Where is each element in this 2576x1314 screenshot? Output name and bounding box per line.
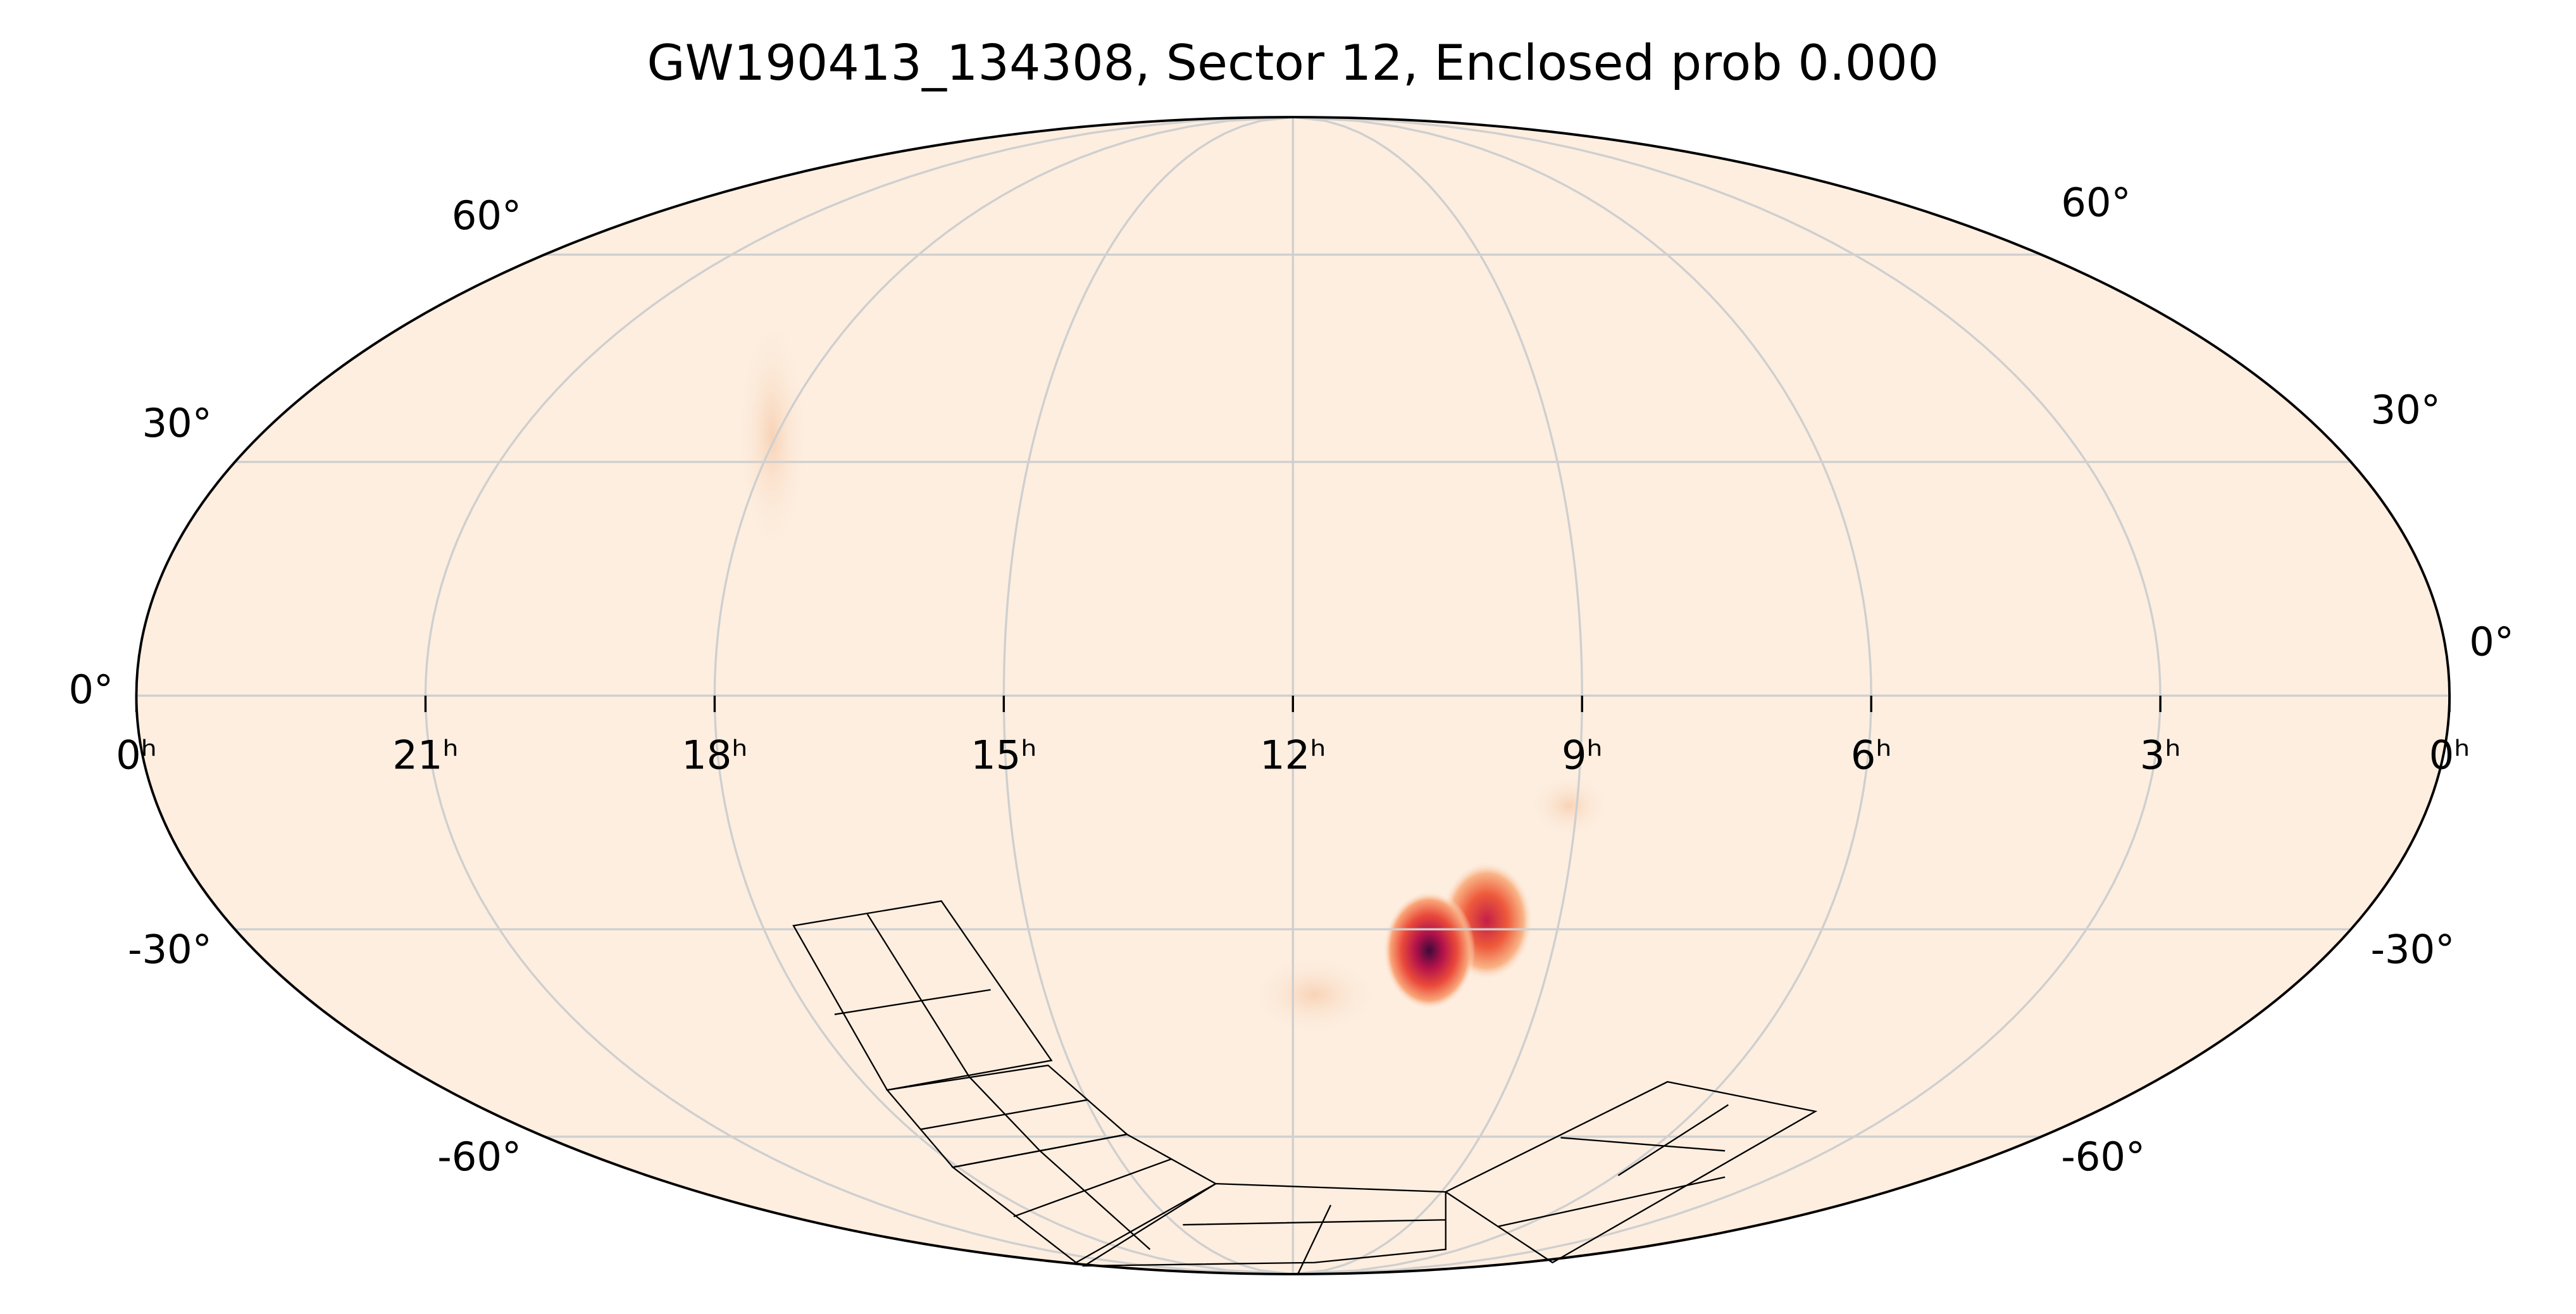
faint-region: [1528, 773, 1610, 839]
x-tick-label: 18ʰ: [681, 732, 747, 779]
faint-region: [1248, 953, 1380, 1036]
y-tick-label: 60°: [2061, 179, 2131, 225]
x-tick-label: 3ʰ: [2140, 732, 2181, 779]
x-tick-label: 0ʰ: [116, 732, 157, 779]
y-tick-label: 30°: [142, 400, 212, 446]
x-tick-label: 15ʰ: [971, 732, 1036, 779]
y-tick-label: 30°: [2370, 387, 2440, 433]
y-tick-label: -60°: [437, 1134, 521, 1180]
probability-map: [736, 313, 1610, 1036]
camera-footprint: [1444, 1080, 1818, 1264]
camera-footprint: [792, 900, 1053, 1091]
y-tick-label: -30°: [128, 927, 212, 973]
x-tick-label: 6ʰ: [1851, 732, 1892, 779]
chart-title: GW190413_134308, Sector 12, Enclosed pro…: [647, 35, 1939, 92]
sector-footprint: [792, 900, 1818, 1275]
y-tick-label: -60°: [2061, 1134, 2145, 1180]
y-tick-label: 60°: [452, 192, 521, 239]
y-tick-label: 0°: [2469, 619, 2514, 665]
x-tick-label: 12ʰ: [1260, 732, 1326, 779]
x-tick-label: 0ʰ: [2429, 732, 2470, 779]
camera-footprint: [1081, 1182, 1447, 1275]
x-tick-label: 9ʰ: [1562, 732, 1603, 779]
y-tick-label: 0°: [68, 666, 113, 713]
x-tick-label: 21ʰ: [392, 732, 458, 779]
y-tick-label: -30°: [2370, 927, 2455, 973]
faint-region: [736, 313, 809, 560]
probability-peak: [1383, 891, 1476, 1010]
